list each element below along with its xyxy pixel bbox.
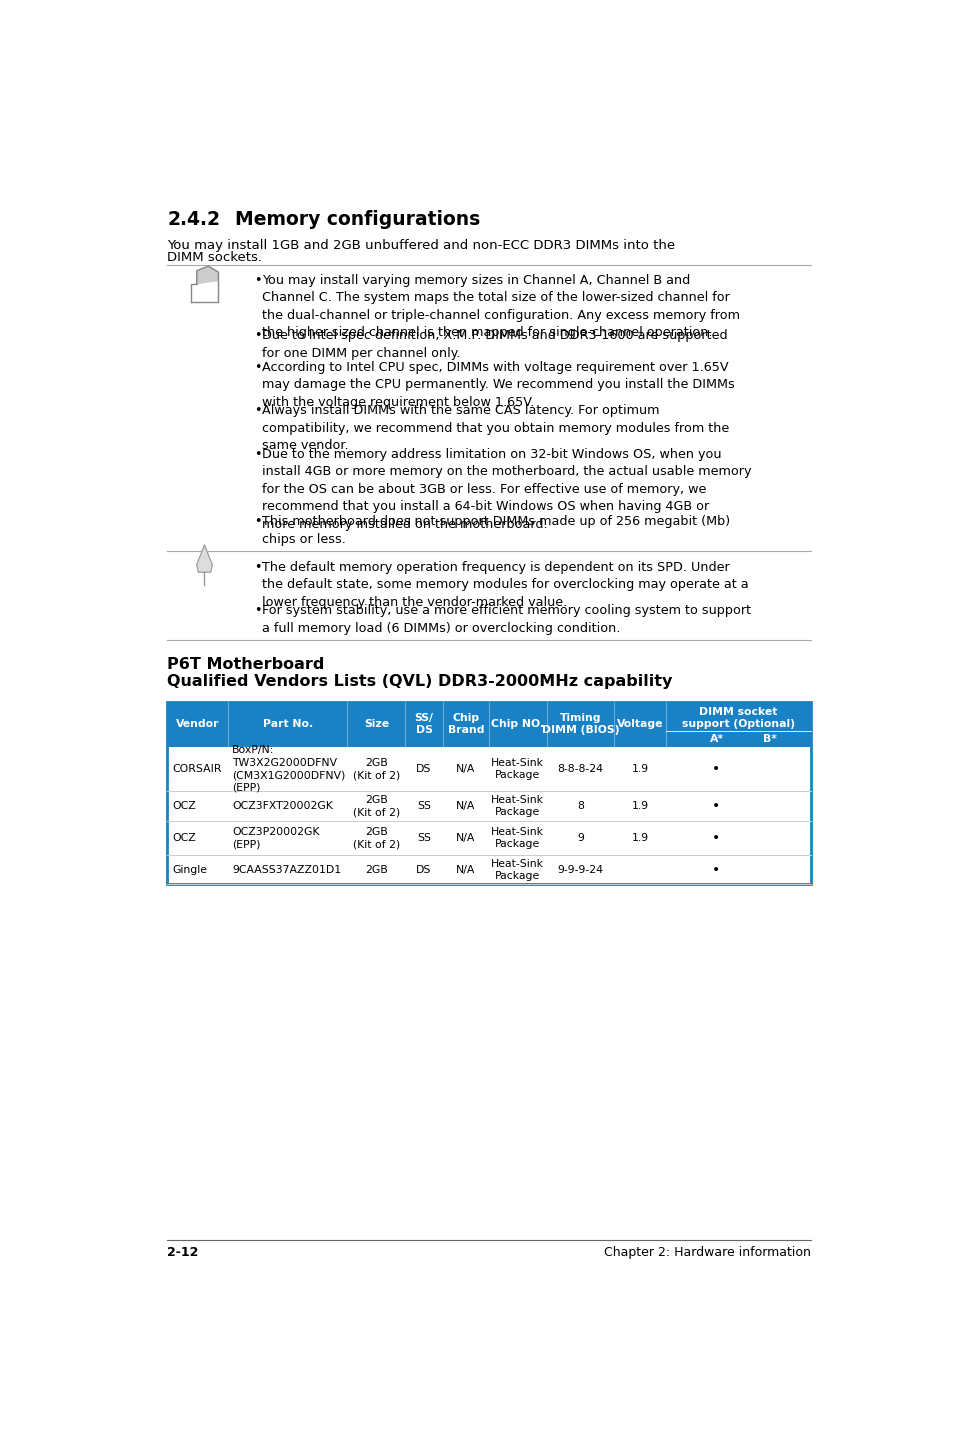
Text: You may install varying memory sizes in Channel A, Channel B and
Channel C. The : You may install varying memory sizes in …	[261, 273, 740, 339]
Text: OCZ3FXT20002GK: OCZ3FXT20002GK	[232, 801, 333, 811]
Text: P6T Motherboard: P6T Motherboard	[167, 657, 324, 673]
Text: Chip
Brand: Chip Brand	[447, 713, 483, 735]
Text: Gingle: Gingle	[172, 864, 207, 874]
Text: 8-8-8-24: 8-8-8-24	[557, 764, 603, 774]
Text: •: •	[253, 604, 261, 617]
Text: 2.4.2: 2.4.2	[167, 210, 220, 229]
Text: Size: Size	[363, 719, 389, 729]
Text: Timing
DIMM (BIOS): Timing DIMM (BIOS)	[541, 713, 618, 735]
Text: This motherboard does not support DIMMs made up of 256 megabit (Mb)
chips or les: This motherboard does not support DIMMs …	[261, 515, 729, 545]
Text: N/A: N/A	[456, 864, 475, 874]
Text: SS: SS	[416, 833, 431, 843]
Text: •: •	[253, 329, 261, 342]
Text: Voltage: Voltage	[617, 719, 662, 729]
Bar	[167, 702, 810, 746]
Text: Chapter 2: Hardware information: Chapter 2: Hardware information	[603, 1245, 810, 1258]
Text: OCZ3P20002GK
(EPP): OCZ3P20002GK (EPP)	[232, 827, 319, 848]
Text: 9: 9	[577, 833, 583, 843]
Text: Part No.: Part No.	[262, 719, 313, 729]
Text: 2GB: 2GB	[365, 864, 387, 874]
Text: Always install DIMMs with the same CAS latency. For optimum
compatibility, we re: Always install DIMMs with the same CAS l…	[261, 404, 728, 453]
Text: The default memory operation frequency is dependent on its SPD. Under
the defaul: The default memory operation frequency i…	[261, 561, 748, 608]
Text: According to Intel CPU spec, DIMMs with voltage requirement over 1.65V
may damag: According to Intel CPU spec, DIMMs with …	[261, 361, 734, 408]
Text: Chip NO.: Chip NO.	[491, 719, 544, 729]
Text: 2GB
(Kit of 2): 2GB (Kit of 2)	[353, 758, 399, 781]
Text: 8: 8	[577, 801, 583, 811]
Text: •: •	[712, 831, 720, 846]
Bar	[167, 791, 810, 821]
Text: DIMM sockets.: DIMM sockets.	[167, 250, 262, 263]
Text: Qualified Vendors Lists (QVL) DDR3-2000MHz capability: Qualified Vendors Lists (QVL) DDR3-2000M…	[167, 674, 672, 689]
Text: Due to Intel spec definition, X.M.P. DIMMs and DDR3-1600 are supported
for one D: Due to Intel spec definition, X.M.P. DIM…	[261, 329, 727, 360]
Text: •: •	[712, 800, 720, 812]
Text: 1.9: 1.9	[631, 801, 648, 811]
Text: Heat-Sink
Package: Heat-Sink Package	[491, 858, 544, 881]
Bar	[167, 856, 810, 884]
Text: SS/
DS: SS/ DS	[414, 713, 433, 735]
Text: Memory configurations: Memory configurations	[235, 210, 480, 229]
Text: 9-9-9-24: 9-9-9-24	[557, 864, 603, 874]
Text: Heat-Sink
Package: Heat-Sink Package	[491, 827, 544, 848]
Text: CORSAIR: CORSAIR	[172, 764, 221, 774]
Text: 2GB
(Kit of 2): 2GB (Kit of 2)	[353, 827, 399, 848]
Text: •: •	[712, 762, 720, 777]
Text: DIMM socket
support (Optional): DIMM socket support (Optional)	[681, 706, 794, 729]
Text: 2GB
(Kit of 2): 2GB (Kit of 2)	[353, 795, 399, 817]
Text: •: •	[712, 863, 720, 877]
Bar	[167, 821, 810, 856]
Text: •: •	[253, 273, 261, 286]
Text: N/A: N/A	[456, 801, 475, 811]
Text: Vendor: Vendor	[176, 719, 219, 729]
Polygon shape	[196, 545, 212, 572]
Text: Heat-Sink
Package: Heat-Sink Package	[491, 758, 544, 781]
Text: For system stability, use a more efficient memory cooling system to support
a fu: For system stability, use a more efficie…	[261, 604, 750, 634]
Text: OCZ: OCZ	[172, 833, 195, 843]
Text: Heat-Sink
Package: Heat-Sink Package	[491, 795, 544, 817]
Text: OCZ: OCZ	[172, 801, 195, 811]
Text: 1.9: 1.9	[631, 764, 648, 774]
Text: B*: B*	[762, 735, 776, 745]
Text: •: •	[253, 404, 261, 417]
Text: Due to the memory address limitation on 32-bit Windows OS, when you
install 4GB : Due to the memory address limitation on …	[261, 447, 751, 531]
Text: N/A: N/A	[456, 833, 475, 843]
Text: DS: DS	[416, 764, 431, 774]
Bar	[167, 702, 810, 884]
Text: •: •	[253, 447, 261, 460]
Bar	[167, 746, 810, 791]
Text: 9CAASS37AZZ01D1: 9CAASS37AZZ01D1	[232, 864, 341, 874]
Text: •: •	[253, 515, 261, 528]
Text: •: •	[253, 561, 261, 574]
Text: A*: A*	[709, 735, 722, 745]
Text: DS: DS	[416, 864, 431, 874]
Text: SS: SS	[416, 801, 431, 811]
Text: 1.9: 1.9	[631, 833, 648, 843]
Polygon shape	[196, 266, 218, 283]
Text: 2-12: 2-12	[167, 1245, 198, 1258]
Text: •: •	[253, 361, 261, 374]
Text: You may install 1GB and 2GB unbuffered and non-ECC DDR3 DIMMs into the: You may install 1GB and 2GB unbuffered a…	[167, 239, 675, 252]
Text: N/A: N/A	[456, 764, 475, 774]
Text: BoxP/N:
TW3X2G2000DFNV
(CM3X1G2000DFNV)
(EPP): BoxP/N: TW3X2G2000DFNV (CM3X1G2000DFNV) …	[232, 745, 345, 792]
